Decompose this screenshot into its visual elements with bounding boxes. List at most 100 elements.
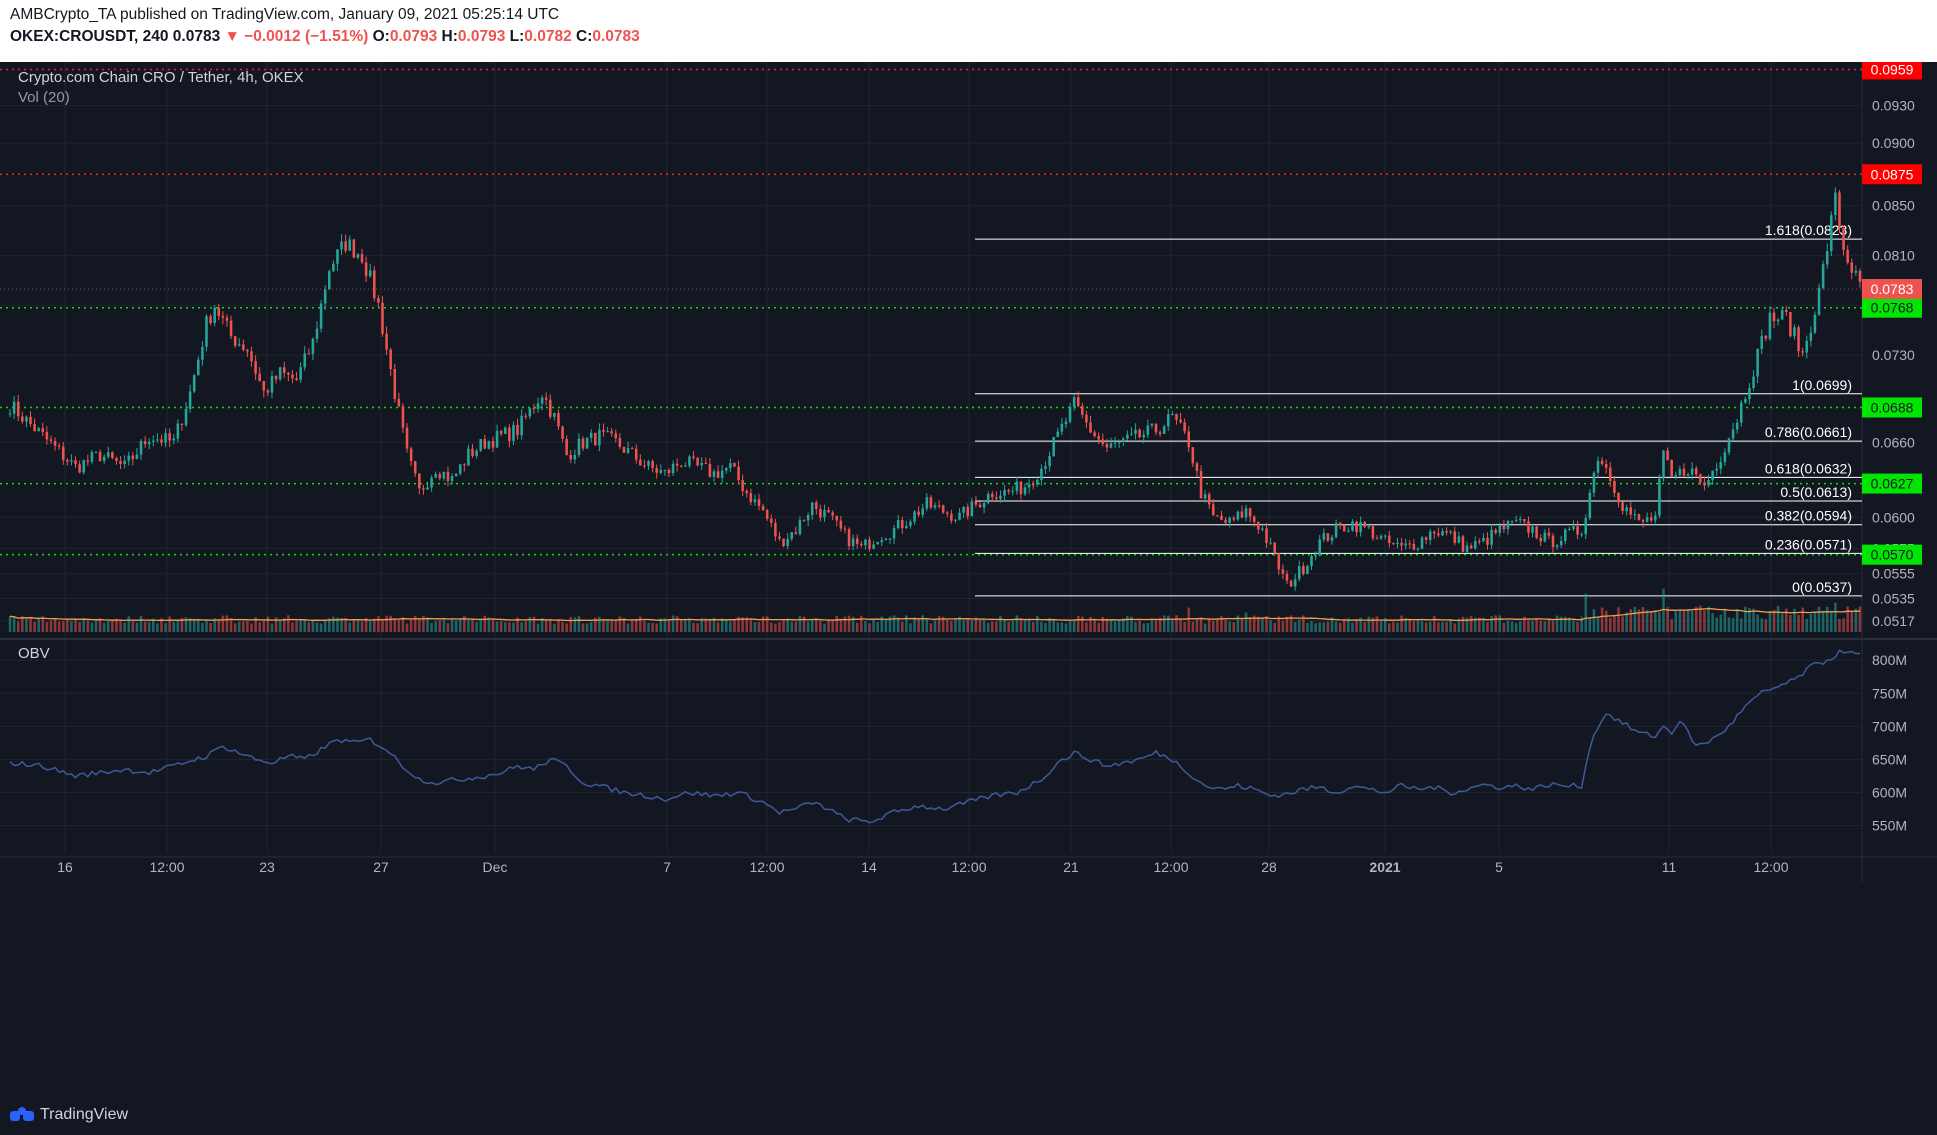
candle-body (229, 320, 233, 337)
fib-label: 0.618(0.0632) (1765, 460, 1852, 476)
volume-bar (332, 616, 335, 632)
volume-bar (790, 621, 794, 632)
candle-body (1441, 531, 1444, 536)
candle-body (1113, 442, 1117, 444)
volume-bar (172, 621, 176, 632)
candle-body (1748, 387, 1751, 400)
volume-bar (1735, 609, 1739, 632)
tradingview-logo[interactable]: TradingView (10, 1106, 128, 1124)
volume-bar (1265, 616, 1268, 632)
volume-bar (340, 617, 343, 632)
candle-body (426, 487, 429, 490)
volume-bar (1776, 605, 1780, 632)
candle-body (49, 439, 53, 441)
candle-body (569, 454, 573, 460)
candle-body (1752, 376, 1755, 388)
candle-body (917, 511, 920, 515)
volume-bar (1408, 619, 1412, 632)
candle-body (1580, 534, 1583, 536)
volume-bar (1224, 619, 1227, 632)
candle-body (491, 441, 495, 448)
volume-bar (1510, 621, 1514, 632)
volume-bar (549, 619, 552, 632)
volume-bar (786, 618, 789, 632)
candle-body (540, 397, 544, 404)
candle-body (1711, 470, 1714, 481)
volume-bar (614, 619, 618, 632)
candle-body (1764, 335, 1768, 339)
candle-body (1629, 507, 1633, 515)
candle-body (614, 433, 618, 439)
price-chart[interactable]: 1.618(0.0823)1(0.0699)0.786(0.0661)0.618… (0, 62, 1937, 1096)
volume-bar (1629, 609, 1633, 632)
fib-label: 0.786(0.0661) (1765, 424, 1852, 440)
candle-body (991, 493, 994, 498)
candle-body (405, 427, 409, 449)
candle-body (479, 439, 482, 451)
candle-body (958, 512, 961, 520)
volume-bar (860, 615, 863, 632)
price-tick-label: 0.0600 (1872, 509, 1915, 525)
volume-bar (1109, 619, 1113, 632)
resistance-badge-label: 0.0959 (1871, 62, 1914, 77)
candle-body (66, 459, 69, 462)
candle-body (213, 307, 216, 324)
candle-body (688, 456, 691, 466)
candle-body (90, 452, 94, 462)
candle-body (1392, 543, 1395, 545)
candle-body (233, 336, 237, 346)
resistance-badge (1862, 164, 1922, 185)
volume-bar (1007, 621, 1010, 632)
candle-body (839, 520, 843, 529)
volume-bar (463, 616, 466, 632)
candle-body (753, 499, 757, 503)
candle-body (352, 239, 356, 258)
volume-bar (1302, 615, 1305, 632)
volume-bar (82, 618, 85, 632)
candle-body (25, 416, 28, 422)
candle-body (368, 270, 372, 277)
obv-axis[interactable]: 800M 750M 700M 650M 600M 550M (1872, 652, 1907, 833)
candle-body (135, 454, 139, 460)
volume-bar (1232, 622, 1236, 632)
volume-bar (1052, 618, 1055, 632)
volume-bar (1654, 610, 1657, 632)
volume-bar (147, 622, 151, 632)
time-axis[interactable]: 16 12:00 23 27 Dec 7 12:00 14 12:00 21 12:00 28 2021… (57, 859, 1789, 875)
volume-bar (1130, 616, 1133, 632)
candle-body (905, 525, 908, 529)
volume-bar (197, 618, 200, 632)
volume-bar (1797, 614, 1800, 632)
volume-bar (1457, 618, 1461, 632)
time-tick-label: 12:00 (951, 859, 986, 875)
candle-body (1555, 545, 1559, 548)
candle-body (1592, 472, 1596, 493)
candle-body (855, 538, 859, 544)
candle-body (1690, 468, 1694, 475)
volume-bar (1236, 615, 1240, 632)
candle-body (1744, 399, 1747, 403)
volume-bar (381, 620, 384, 632)
candle-body (1531, 526, 1534, 533)
candle-body (123, 460, 126, 465)
candle-body (450, 476, 454, 481)
volume-bar (573, 617, 577, 632)
candle-body (1011, 491, 1015, 493)
candle-body (401, 406, 405, 428)
candle-body (643, 465, 646, 467)
candle-body (1281, 569, 1285, 574)
candle-body (1404, 543, 1407, 546)
volume-bar (422, 615, 425, 632)
candle-body (1453, 531, 1457, 543)
candle-body (1731, 429, 1735, 439)
volume-bar (405, 623, 409, 632)
volume-bar (741, 617, 744, 632)
candle-body (1171, 413, 1174, 415)
volume-bar (1821, 612, 1825, 632)
volume-bar (982, 619, 986, 632)
volume-bar (995, 621, 998, 632)
volume-bar (1134, 622, 1137, 632)
volume-bar (1584, 593, 1588, 632)
volume-bar (1269, 620, 1272, 632)
price-badges: 0.0959 0.0875 0.0768 0.0688 0.0627 0.0570 0.07… (0, 62, 1922, 565)
